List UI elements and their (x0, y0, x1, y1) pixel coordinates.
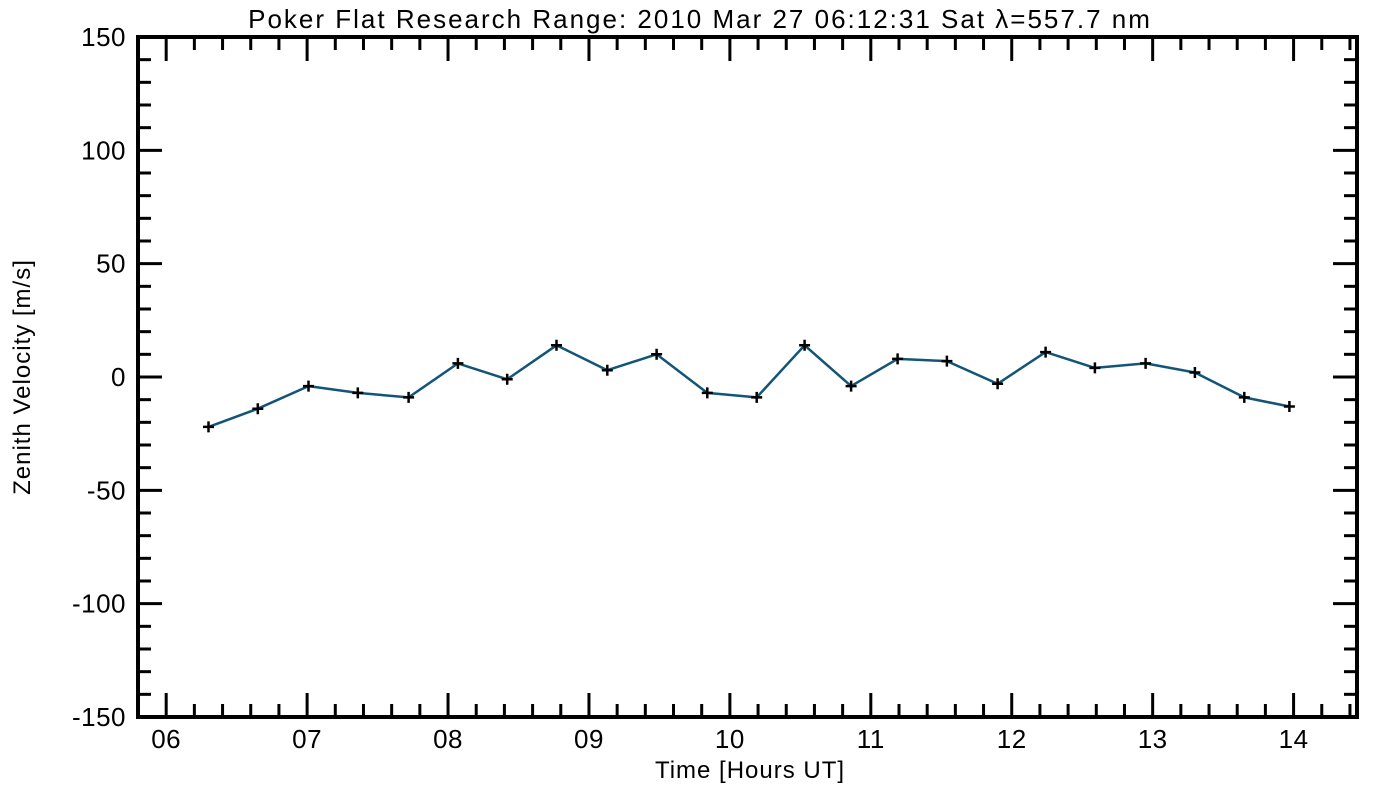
y-tick-label: 150 (81, 22, 126, 52)
x-tick-label: 10 (715, 724, 745, 754)
y-tick-label: 0 (111, 362, 126, 392)
chart-title: Poker Flat Research Range: 2010 Mar 27 0… (248, 4, 1152, 34)
y-tick-label: -50 (87, 475, 126, 505)
x-tick-labels: 06 07 08 09 10 11 12 13 14 (151, 724, 1308, 754)
x-tick-label: 12 (997, 724, 1027, 754)
x-tick-label: 08 (433, 724, 463, 754)
x-axis-label: Time [Hours UT] (655, 757, 845, 784)
axis-ticks (136, 35, 1357, 719)
y-tick-labels: -150 -100 -50 0 50 100 150 (72, 22, 126, 732)
y-tick-label: -150 (72, 702, 126, 732)
x-tick-label: 06 (151, 724, 181, 754)
data-line (208, 344, 1290, 429)
plot-area: 06 07 08 09 10 11 12 13 14 -150 -100 -50 0 50 100 150 (72, 22, 1359, 754)
x-tick-label: 14 (1279, 724, 1309, 754)
data-markers (203, 339, 1295, 433)
plot-frame (136, 35, 1359, 719)
x-tick-label: 11 (857, 724, 885, 754)
x-tick-label: 07 (292, 724, 322, 754)
y-tick-label: -100 (72, 589, 126, 619)
y-axis-label: Zenith Velocity [m/s] (9, 259, 36, 495)
y-tick-label: 50 (96, 249, 126, 279)
y-tick-label: 100 (81, 135, 126, 165)
x-tick-label: 09 (574, 724, 604, 754)
x-tick-label: 13 (1138, 724, 1168, 754)
